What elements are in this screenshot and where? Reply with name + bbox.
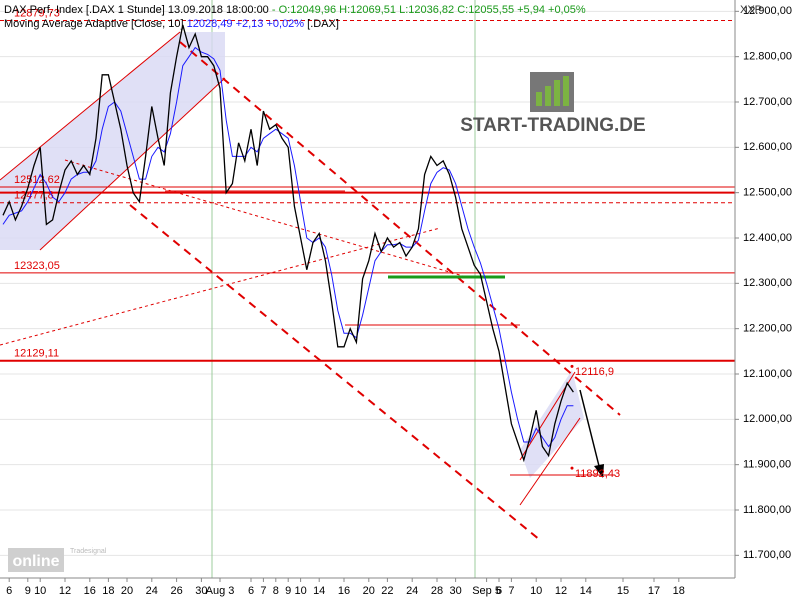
x-tick-label: 6: [6, 585, 12, 597]
arrow: [579, 389, 601, 471]
x-tick-label: Sep 5: [472, 585, 501, 597]
channel-fill: [520, 370, 584, 478]
x-tick-label: 16: [84, 585, 96, 597]
logo-bar: [536, 92, 542, 106]
channel-line: [39, 77, 226, 251]
channel-line: [519, 417, 581, 506]
level-label: 12477,8: [14, 190, 54, 202]
x-tick-label: 20: [121, 585, 133, 597]
y-tick-label: 11.900,00: [743, 459, 791, 471]
annotation-point: [570, 364, 574, 368]
annotation-point: [570, 466, 574, 470]
timestamp: 13.09.2018 18:00:00: [168, 4, 269, 16]
logo-text: START-TRADING.DE: [460, 115, 645, 136]
y-tick-label: 11.800,00: [743, 504, 791, 516]
x-tick-label: 26: [170, 585, 182, 597]
ma-readout: 12028,49 +2,13 +0,02%: [187, 18, 305, 30]
annotation-label: 12116,9: [575, 366, 614, 378]
x-tick-label: 24: [146, 585, 158, 597]
series-name: DAX Perf. Index [.DAX 1 Stunde]: [4, 4, 165, 16]
x-tick-label: 10: [34, 585, 46, 597]
annotation-label: 11892,43: [575, 468, 620, 480]
x-tick-label: 22: [381, 585, 393, 597]
level-label: 12512,62: [14, 174, 60, 186]
x-tick-label: 17: [648, 585, 660, 597]
x-tick-label: 9: [25, 585, 31, 597]
level-label: 12323,05: [14, 260, 60, 272]
x-tick-label: 9: [285, 585, 291, 597]
y-tick-label: 12.900,00: [743, 5, 792, 17]
arrow-head: [594, 464, 604, 478]
y-tick-label: 12.800,00: [743, 51, 792, 63]
x-tick-label: 30: [195, 585, 207, 597]
watermark-word: online: [12, 553, 59, 570]
trend-line: [179, 41, 621, 416]
x-tick-label: 7: [260, 585, 266, 597]
logo-bar: [563, 76, 569, 106]
x-tick-label: 28: [431, 585, 443, 597]
trend-line: [129, 204, 541, 541]
x-tick-label: 14: [313, 585, 325, 597]
series-line: [2, 46, 574, 448]
y-tick-label: 12.300,00: [743, 277, 792, 289]
x-tick-label: 7: [508, 585, 514, 597]
x-tick-label: 24: [406, 585, 418, 597]
y-tick-label: 12.200,00: [743, 323, 792, 335]
logo-bar: [545, 86, 551, 106]
axis-layer: 11.700,00 11.800,00 11.900,00 12.000,00 12.1…: [6, 5, 792, 597]
x-tick-label: 10: [530, 585, 542, 597]
y-tick-label: 12.700,00: [743, 96, 792, 108]
x-tick-label: 8: [273, 585, 279, 597]
series-name: Moving Average Adaptive [Close, 10]: [4, 18, 184, 30]
x-tick-label: 14: [580, 585, 592, 597]
y-tick-label: 11.700,00: [743, 549, 791, 561]
watermark-box: [8, 548, 64, 572]
y-tick-label: 12.100,00: [743, 368, 792, 380]
x-tick-label: 6: [248, 585, 254, 597]
trend-line: [64, 159, 471, 279]
series-line: [2, 24, 574, 463]
level-label: 12879,73: [14, 7, 60, 19]
ohlc: - O:12049,96 H:12069,51 L:12036,82 C:120…: [272, 4, 586, 16]
logo-bar: [554, 80, 560, 106]
header-line: Moving Average Adaptive [Close, 10] 1202…: [4, 18, 339, 30]
x-tick-label: 12: [555, 585, 567, 597]
x-tick-label: 30: [449, 585, 461, 597]
logo: START-TRADING.DE: [460, 72, 646, 136]
symbol: XXP: [740, 4, 762, 16]
x-tick-label: 15: [617, 585, 629, 597]
header-line: DAX Perf. Index [.DAX 1 Stunde] 13.09.20…: [4, 4, 586, 16]
x-tick-label: 6: [496, 585, 502, 597]
x-tick-label: 12: [59, 585, 71, 597]
x-tick-label: Aug 3: [206, 585, 235, 597]
y-tick-label: 12.000,00: [743, 413, 792, 425]
x-tick-label: 18: [102, 585, 114, 597]
y-tick-label: 12.600,00: [743, 141, 792, 153]
channel-fill: [0, 32, 225, 250]
y-tick-label: 12.500,00: [743, 187, 792, 199]
x-tick-label: 18: [673, 585, 685, 597]
channel-line: [0, 31, 181, 181]
ma-source: [.DAX]: [307, 18, 339, 30]
y-tick-label: 12.400,00: [743, 232, 792, 244]
level-label: 12129,11: [14, 348, 59, 360]
x-tick-label: 10: [294, 585, 306, 597]
watermark-brand: Tradesignal: [70, 548, 107, 555]
data-layer: 12879,73 12512,62 12477,8 12323,05 12129,11 1…: [0, 7, 735, 480]
x-tick-label: 16: [338, 585, 350, 597]
x-tick-label: 20: [363, 585, 375, 597]
